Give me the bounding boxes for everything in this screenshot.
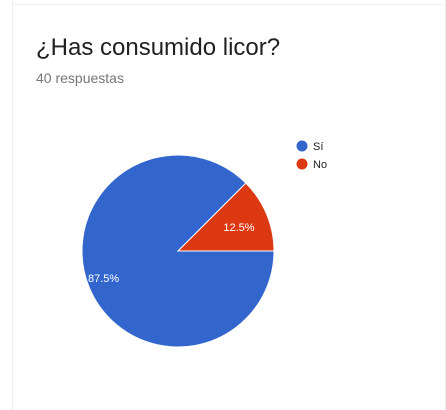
pie-slice-no[interactable] <box>176 182 275 252</box>
legend-item-si[interactable]: Sí <box>296 140 324 154</box>
top-divider <box>12 4 446 5</box>
legend-label: No <box>313 159 327 171</box>
legend-label: Sí <box>313 141 323 153</box>
question-title: ¿Has consumido licor? <box>36 34 281 61</box>
pie-label-no: 12.5% <box>223 222 254 234</box>
legend-swatch <box>296 158 308 170</box>
legend-item-no[interactable]: No <box>296 158 328 172</box>
legend-swatch <box>296 140 308 152</box>
pie-label-si: 87.5% <box>88 273 119 285</box>
left-divider <box>12 0 13 410</box>
responses-count: 40 respuestas <box>36 70 124 86</box>
